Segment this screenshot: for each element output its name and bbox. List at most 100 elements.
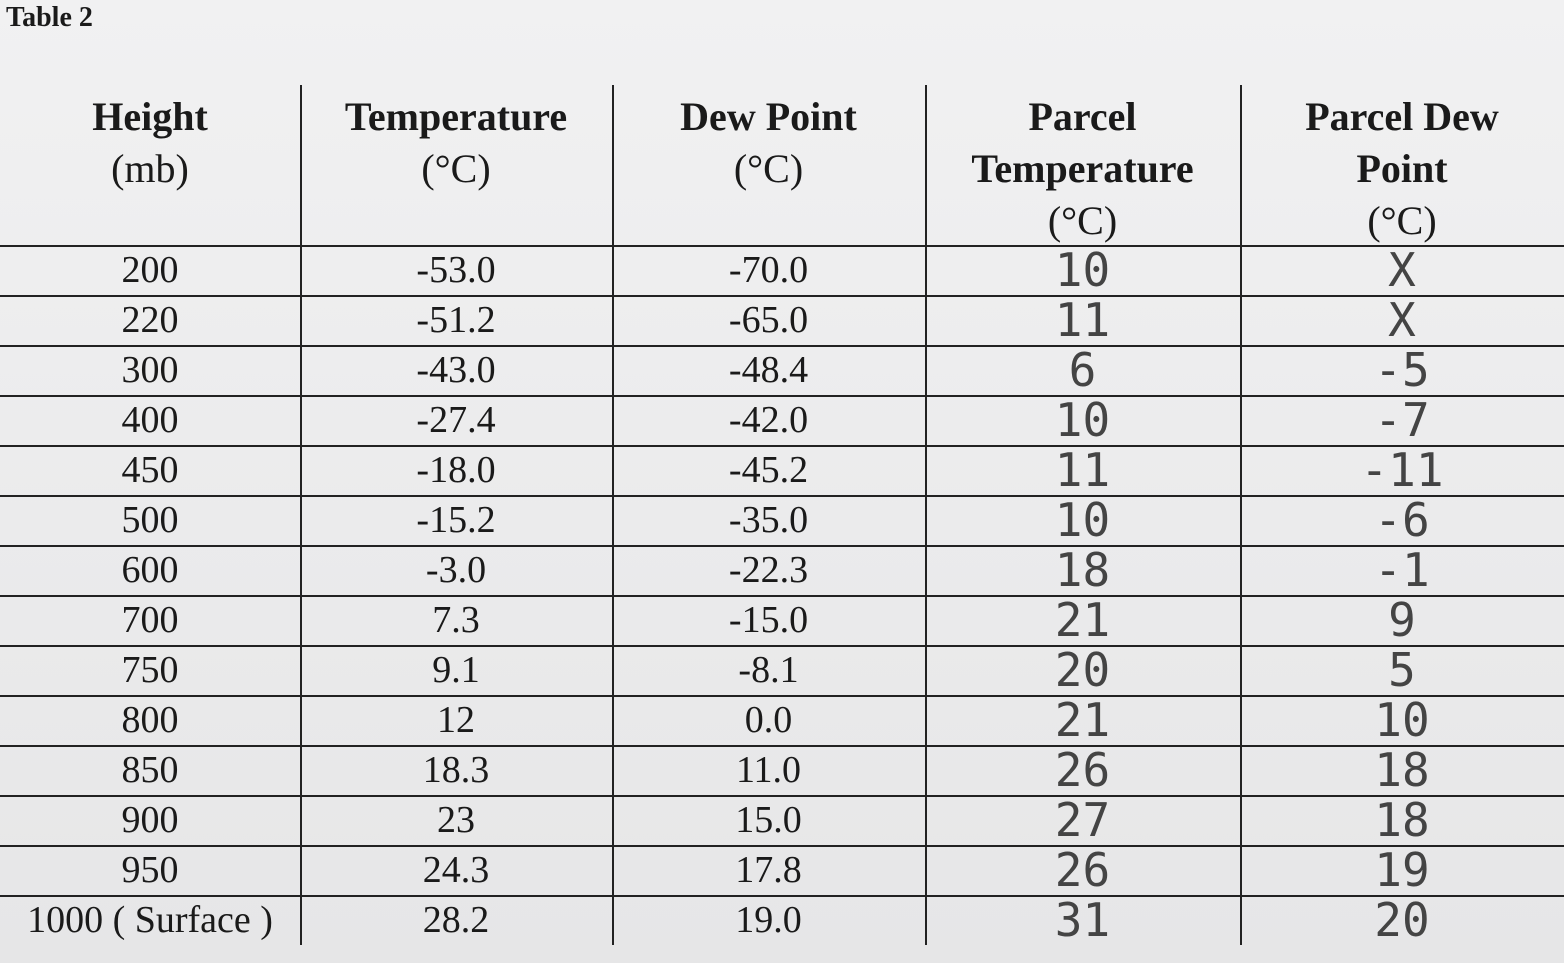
table-cell: 19.0 xyxy=(735,899,802,941)
handwritten-entry: 20 xyxy=(1374,893,1430,947)
row-rule xyxy=(0,345,1564,347)
row-rule xyxy=(0,795,1564,797)
table-cell: 12 xyxy=(437,699,475,741)
column-rule xyxy=(1240,85,1242,945)
table-cell: 900 xyxy=(121,799,179,841)
header-rule xyxy=(0,245,1564,247)
header-text: Height xyxy=(92,94,208,139)
table-cell: 750 xyxy=(121,649,179,691)
table-cell: 950 xyxy=(121,849,179,891)
header-cell: Height (mb) xyxy=(0,85,300,245)
handwritten-entry: 26 xyxy=(1054,843,1111,897)
handwritten-entry: -6 xyxy=(1374,493,1430,547)
header-text: Parcel Dew xyxy=(1305,94,1499,139)
handwritten-entry: X xyxy=(1388,243,1416,297)
table-cell: 17.8 xyxy=(735,849,802,891)
handwritten-entry: 10 xyxy=(1054,393,1111,447)
table-cell: -48.4 xyxy=(728,349,809,391)
table-cell: 850 xyxy=(121,749,179,791)
handwritten-entry: 27 xyxy=(1054,793,1111,847)
handwritten-entry: 5 xyxy=(1388,643,1416,697)
handwritten-entry: 11 xyxy=(1054,293,1111,347)
column-rule xyxy=(612,85,614,945)
handwritten-entry: 9 xyxy=(1388,593,1416,647)
handwritten-entry: 18 xyxy=(1374,743,1430,797)
row-rule xyxy=(0,295,1564,297)
table-cell: 400 xyxy=(121,399,179,441)
handwritten-entry: X xyxy=(1388,293,1416,347)
handwritten-entry: 10 xyxy=(1054,243,1111,297)
header-cell: Dew Point (°C) xyxy=(612,85,925,245)
row-rule xyxy=(0,545,1564,547)
table-cell: 800 xyxy=(121,699,179,741)
column-rule xyxy=(925,85,927,945)
handwritten-entry: 20 xyxy=(1054,643,1111,697)
header-cell: Parcel Dew Point (°C) xyxy=(1240,85,1564,245)
table-cell: 700 xyxy=(121,599,179,641)
handwritten-entry: -11 xyxy=(1360,443,1444,497)
table-cell: 18.3 xyxy=(422,749,490,791)
table-cell: 24.3 xyxy=(422,849,490,891)
table-cell: 200 xyxy=(121,249,179,291)
handwritten-entry: 26 xyxy=(1054,743,1111,797)
row-rule xyxy=(0,895,1564,897)
table-title: Table 2 xyxy=(6,2,93,33)
header-text: Point xyxy=(1356,146,1448,191)
table-cell: -15.2 xyxy=(416,499,496,541)
table-cell: -3.0 xyxy=(425,549,487,591)
table-cell: -15.0 xyxy=(728,599,809,641)
row-rule xyxy=(0,695,1564,697)
table-cell: -42.0 xyxy=(728,399,809,441)
table-cell: -22.3 xyxy=(728,549,809,591)
row-rule xyxy=(0,445,1564,447)
row-rule xyxy=(0,745,1564,747)
row-rule xyxy=(0,495,1564,497)
header-text: (°C) xyxy=(733,146,804,191)
table-cell: -27.4 xyxy=(416,399,496,441)
header-text: (mb) xyxy=(111,146,189,191)
table-cell: -35.0 xyxy=(728,499,809,541)
header-text: Temperature xyxy=(344,94,568,139)
header-text: (°C) xyxy=(1367,198,1437,243)
header-text: (°C) xyxy=(1047,198,1118,243)
table-cell: 0.0 xyxy=(744,699,793,741)
table-cell: 23 xyxy=(437,799,475,841)
table-cell: -45.2 xyxy=(728,449,809,491)
handwritten-entry: 11 xyxy=(1054,443,1111,497)
row-rule xyxy=(0,845,1564,847)
column-rule xyxy=(300,85,302,945)
header-text: Parcel xyxy=(1028,94,1137,139)
table-cell: -53.0 xyxy=(416,249,496,291)
table-cell: 300 xyxy=(121,349,179,391)
table-cell: 9.1 xyxy=(432,649,480,691)
handwritten-entry: -7 xyxy=(1374,393,1430,447)
table-cell: -18.0 xyxy=(416,449,496,491)
handwritten-entry: 18 xyxy=(1374,793,1430,847)
table-cell: -70.0 xyxy=(728,249,809,291)
handwritten-entry: 21 xyxy=(1054,593,1111,647)
table-cell: 11.0 xyxy=(735,749,802,791)
header-text: Temperature xyxy=(971,146,1194,191)
handwritten-entry: 6 xyxy=(1068,343,1097,397)
table-cell: -65.0 xyxy=(728,299,809,341)
table-cell: -51.2 xyxy=(416,299,496,341)
table-cell: 7.3 xyxy=(432,599,480,641)
handwritten-entry: -1 xyxy=(1374,543,1430,597)
handwritten-entry: 31 xyxy=(1054,893,1111,947)
header-cell: Temperature (°C) xyxy=(300,85,612,245)
table-cell: -8.1 xyxy=(738,649,799,691)
table-cell: 450 xyxy=(121,449,179,491)
table-cell: 500 xyxy=(121,499,179,541)
header-text: Dew Point xyxy=(680,94,857,139)
handwritten-entry: 18 xyxy=(1054,543,1111,597)
handwritten-entry: -5 xyxy=(1374,343,1430,397)
header-text: (°C) xyxy=(421,146,491,191)
handwritten-entry: 10 xyxy=(1374,693,1430,747)
handwritten-entry: 19 xyxy=(1374,843,1430,897)
table-cell: 1000 ( Surface ) xyxy=(27,899,273,941)
header-cell: Parcel Temperature (°C) xyxy=(925,85,1240,245)
row-rule xyxy=(0,395,1564,397)
row-rule xyxy=(0,645,1564,647)
